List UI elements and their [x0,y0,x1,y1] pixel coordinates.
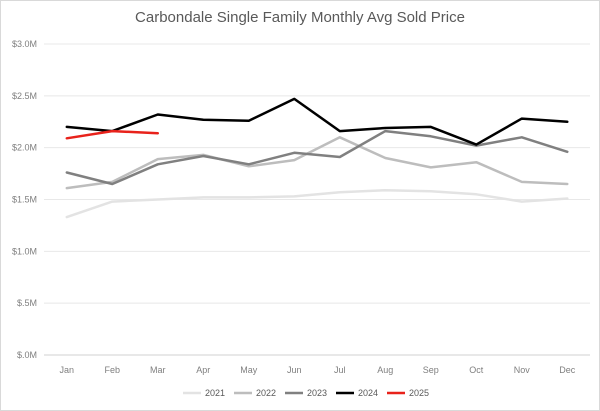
x-tick-label: Mar [150,365,166,375]
x-tick-label: Nov [514,365,531,375]
series-line-2025 [65,129,160,140]
series-line-2024 [65,97,569,146]
legend-label-2025: 2025 [409,388,429,398]
x-tick-label: Jun [287,365,302,375]
x-tick-label: Oct [469,365,484,375]
series-line-2021 [65,188,569,219]
y-tick-label: $1.5M [12,195,37,205]
y-tick-label: $.5M [17,298,37,308]
legend: 2021 2022 2023 2024 2025 [183,388,429,398]
y-tick-label: $2.5M [12,91,37,101]
y-tick-label: $.0M [17,350,37,360]
series-line-2023 [65,129,569,186]
legend-label-2021: 2021 [205,388,225,398]
series-line-2022 [65,136,569,190]
x-axis-tick-labels: Jan Feb Mar Apr May Jun Jul Aug Sep Oct Nov Dec [59,365,575,375]
chart-title: Carbondale Single Family Monthly Avg Sol… [135,9,465,26]
y-tick-label: $2.0M [12,143,37,153]
x-tick-label: Sep [423,365,439,375]
x-tick-label: Jan [59,365,74,375]
legend-label-2023: 2023 [307,388,327,398]
gridlines [44,43,590,356]
x-tick-label: Dec [559,365,576,375]
x-tick-label: Feb [104,365,120,375]
series-lines [65,97,569,219]
x-tick-label: Apr [196,365,210,375]
x-tick-label: Jul [334,365,346,375]
legend-label-2024: 2024 [358,388,378,398]
x-tick-label: May [240,365,258,375]
legend-label-2022: 2022 [256,388,276,398]
x-tick-label: Aug [377,365,393,375]
y-tick-label: $3.0M [12,39,37,49]
y-axis-tick-labels: $.0M $.5M $1.0M $1.5M $2.0M $2.5M $3.0M [12,39,37,360]
y-tick-label: $1.0M [12,246,37,256]
